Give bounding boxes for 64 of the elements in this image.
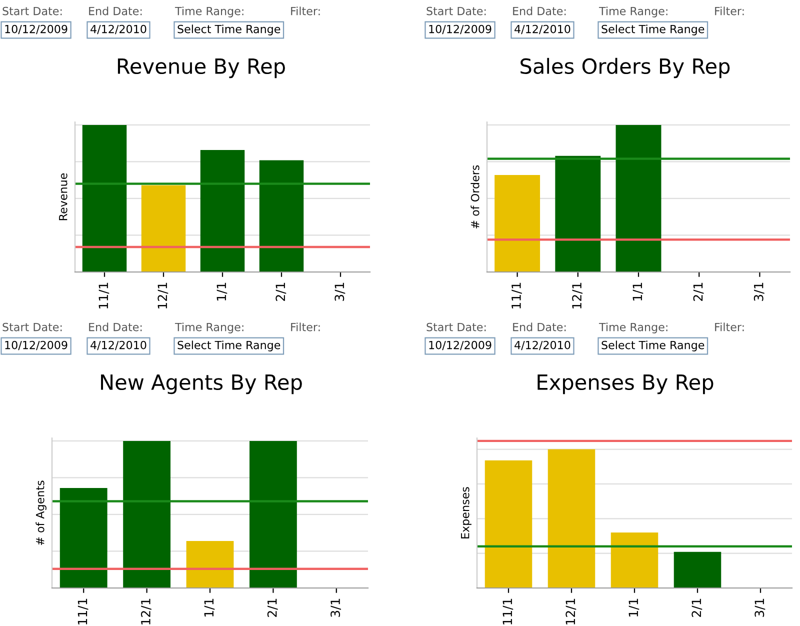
text: Select Time Range [602, 340, 704, 352]
x-tick-label: 2/1 [267, 598, 278, 617]
text: Start Date: [2, 6, 62, 16]
text: 4/12/2010 [90, 24, 146, 34]
x-tick-label: 1/1 [632, 282, 644, 300]
bar [259, 160, 304, 272]
bar [141, 185, 186, 272]
text: 10/12/2009 [429, 24, 492, 34]
text: Select Time Range [178, 340, 280, 352]
text: 4/12/2010 [514, 340, 570, 350]
text: 10/12/2009 [5, 24, 68, 34]
y-axis-title: # of Agents [36, 480, 46, 546]
bar [484, 460, 532, 588]
text: Time Range: [174, 322, 244, 334]
x-tick-label: 12/1 [140, 598, 152, 624]
text: 10/12/2009 [5, 340, 68, 350]
text: Time Range: [174, 6, 244, 18]
text: Start Date: [426, 322, 486, 332]
x-tick-label: 2/1 [693, 282, 704, 301]
chart-title: Sales Orders By Rep [520, 58, 730, 78]
x-tick-label: 3/1 [334, 282, 346, 301]
bar [674, 552, 722, 588]
text: 4/12/2010 [514, 24, 570, 34]
text: End Date: [89, 322, 142, 332]
x-tick-label: 11/1 [98, 282, 110, 308]
x-tick-label: 3/1 [754, 282, 764, 301]
x-tick-label: 11/1 [502, 598, 514, 624]
x-tick-label: 12/1 [572, 282, 583, 308]
text: Filter: [715, 6, 744, 16]
text: Time Range: [598, 322, 668, 334]
text: Start Date: [2, 322, 62, 332]
y-axis-title: # of Orders [470, 165, 480, 228]
x-tick-label: 3/1 [330, 598, 342, 617]
text: Select Time Range [178, 24, 280, 36]
chart-title: New Agents By Rep [101, 374, 302, 394]
text: Start Date: [426, 6, 486, 16]
text: 4/12/2010 [90, 340, 146, 350]
chart-title: Expenses By Rep [538, 374, 714, 394]
text: 10/12/2009 [429, 340, 492, 350]
x-tick-label: 11/1 [512, 282, 522, 308]
bar [200, 150, 245, 272]
x-tick-label: 11/1 [78, 598, 88, 624]
x-tick-label: 2/1 [276, 282, 286, 301]
text: Select Time Range [602, 24, 704, 36]
text: End Date: [513, 6, 566, 16]
x-tick-label: 2/1 [692, 598, 702, 617]
x-tick-label: 1/1 [204, 598, 215, 616]
x-tick-label: 1/1 [628, 598, 640, 616]
chart-title: Revenue By Rep [118, 58, 285, 78]
text: Time Range: [598, 6, 668, 18]
text: Filter: [715, 322, 744, 332]
y-axis-title: Revenue [59, 173, 68, 220]
bar [610, 532, 658, 588]
text: End Date: [513, 322, 566, 332]
text: End Date: [89, 6, 142, 16]
x-tick-label: 12/1 [158, 282, 168, 308]
y-axis-title: Expenses [461, 487, 472, 538]
bar [82, 124, 127, 272]
x-tick-label: 12/1 [566, 598, 576, 624]
bar [548, 449, 596, 588]
text: Filter: [291, 6, 320, 16]
x-tick-label: 3/1 [754, 598, 766, 617]
x-tick-label: 1/1 [216, 282, 228, 300]
text: Filter: [291, 322, 320, 332]
